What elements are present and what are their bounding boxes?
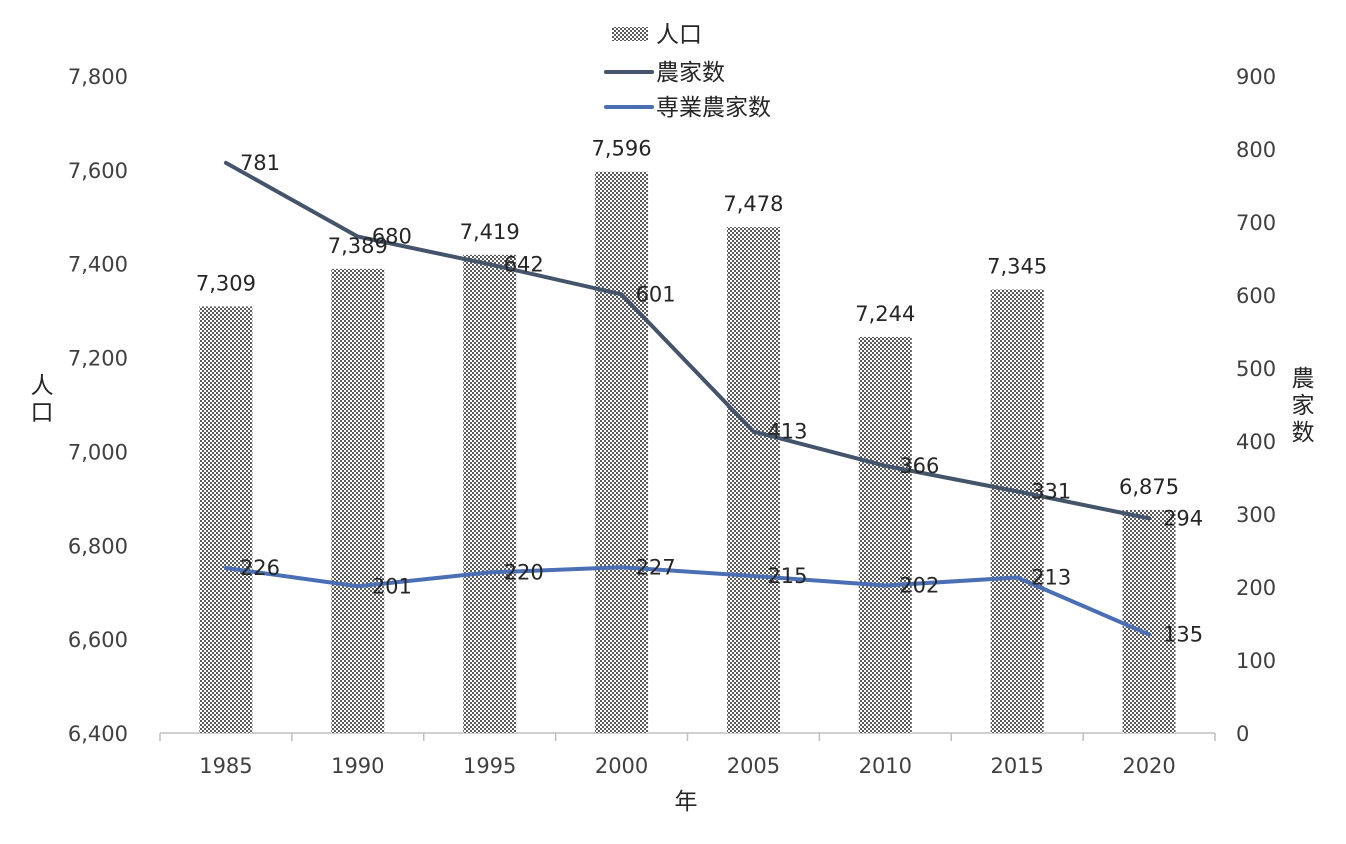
line-point (224, 161, 228, 165)
line-point (356, 235, 360, 239)
line-data-label: 226 (240, 556, 280, 580)
line-point (1015, 489, 1019, 493)
line-data-label: 642 (504, 252, 544, 276)
line-data-label: 201 (372, 574, 412, 598)
x-tick-label: 2005 (727, 754, 780, 778)
bar-data-label: 7,478 (723, 192, 783, 216)
bar-population (1122, 510, 1176, 733)
legend-label: 人口 (656, 22, 702, 48)
line-point (488, 262, 492, 266)
x-tick-label: 1990 (331, 754, 384, 778)
x-tick-label: 1995 (463, 754, 516, 778)
labels-layer: 7,309 7,389 7,419 7,596 7,478 7,244 7,345 6,875… (196, 137, 1203, 647)
line-farm-households (223, 160, 1152, 521)
line-point (1015, 576, 1019, 580)
bar-population (331, 268, 385, 733)
line-data-label: 220 (504, 560, 544, 584)
line-point (224, 566, 228, 570)
bar-data-label: 7,345 (987, 255, 1047, 279)
y-left-tick-label: 7,400 (68, 253, 128, 277)
line-data-label: 680 (372, 225, 412, 249)
line-data-label: 202 (899, 574, 939, 598)
y-right-tick-label: 800 (1236, 138, 1276, 162)
x-axis-title: 年 (675, 789, 698, 815)
line-data-label: 213 (1031, 566, 1071, 590)
line-point (883, 584, 887, 588)
bar-data-label: 7,596 (592, 137, 652, 161)
y-left-tick-label: 7,000 (68, 440, 128, 464)
y-left-tick-label: 7,600 (68, 159, 128, 183)
y-right-tick-label: 300 (1236, 503, 1276, 527)
line-fulltime-farm-households (223, 565, 1152, 637)
y-left-tick-label: 6,600 (68, 628, 128, 652)
axes-layer: 1985 1990 1995 2000 2005 2010 2015 20206,4006,6… (31, 65, 1315, 815)
y-left-axis-title: 人口 (31, 373, 54, 426)
lines-layer (223, 160, 1152, 637)
line-data-label: 781 (240, 151, 280, 175)
y-right-tick-label: 400 (1236, 430, 1276, 454)
x-tick-label: 2000 (595, 754, 648, 778)
x-tick-label: 2020 (1122, 754, 1175, 778)
y-left-tick-label: 7,800 (68, 65, 128, 89)
y-right-tick-label: 500 (1236, 357, 1276, 381)
legend-label: 農家数 (656, 60, 725, 86)
bar-data-label: 7,419 (460, 220, 520, 244)
line-data-label: 331 (1031, 479, 1071, 503)
bar-population (199, 306, 253, 733)
bar-data-label: 7,309 (196, 271, 256, 295)
line-point (488, 570, 492, 574)
y-right-tick-label: 0 (1236, 722, 1249, 746)
y-left-tick-label: 6,400 (68, 722, 128, 746)
y-right-tick-label: 900 (1236, 65, 1276, 89)
line-data-label: 294 (1163, 506, 1203, 530)
line-data-label: 227 (636, 555, 676, 579)
y-left-tick-label: 7,200 (68, 347, 128, 371)
line-point (620, 565, 624, 569)
y-right-tick-label: 100 (1236, 649, 1276, 673)
line-point (883, 464, 887, 468)
line-data-label: 215 (767, 564, 807, 588)
bar-data-label: 7,389 (328, 234, 388, 258)
bar-data-label: 6,875 (1119, 475, 1179, 499)
line-point (620, 292, 624, 296)
line-data-label: 601 (636, 282, 676, 306)
y-right-tick-label: 200 (1236, 576, 1276, 600)
bar-population (726, 227, 780, 734)
bar-population (463, 254, 517, 733)
line-data-label: 135 (1163, 622, 1203, 646)
y-right-axis-title: 農家数 (1292, 366, 1315, 446)
x-tick-label: 2010 (859, 754, 912, 778)
y-right-tick-label: 700 (1236, 211, 1276, 235)
bar-population (595, 171, 649, 734)
x-tick-label: 1985 (199, 754, 252, 778)
bar-population (858, 336, 912, 733)
line-data-label: 413 (767, 420, 807, 444)
line-point (1147, 516, 1151, 520)
line-data-label: 366 (899, 454, 939, 478)
legend-swatch-population (612, 27, 648, 41)
line-point (751, 574, 755, 578)
bar-population (990, 289, 1044, 733)
line-point (751, 430, 755, 434)
bars-layer (199, 171, 1176, 734)
line-point (1147, 632, 1151, 636)
bar-data-label: 7,244 (855, 302, 915, 326)
x-tick-label: 2015 (990, 754, 1043, 778)
y-left-tick-label: 6,800 (68, 534, 128, 558)
y-right-tick-label: 600 (1236, 284, 1276, 308)
line-point (356, 584, 360, 588)
legend-label: 専業農家数 (656, 95, 771, 121)
